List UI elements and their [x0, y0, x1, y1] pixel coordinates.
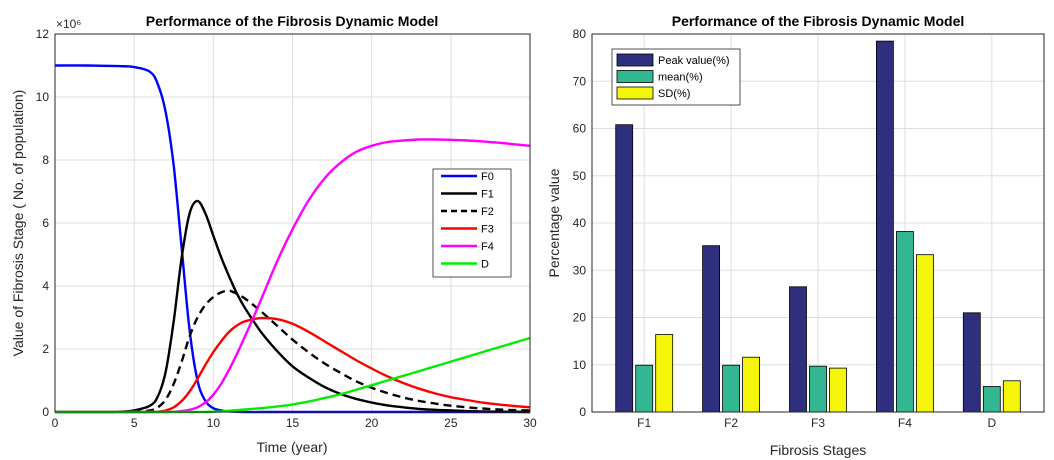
line-chart-y-tick-label: 12: [36, 27, 50, 41]
bar-f4-series-1: [896, 231, 914, 413]
bar-legend-swatch-2: [616, 86, 654, 100]
line-chart-y-tick-label: 10: [36, 90, 50, 104]
bar-legend-swatch-1: [616, 70, 654, 83]
bar-chart-y-tick-label: 50: [573, 169, 587, 183]
bar-chart-y-tick-label: 0: [579, 405, 586, 419]
line-chart-x-label: Time (year): [256, 439, 327, 455]
bar-chart-category-label: F4: [898, 416, 912, 430]
bar-chart-bars: [615, 40, 1021, 413]
bar-d-series-1: [982, 386, 1001, 413]
legend-label-f1: F1: [481, 189, 494, 201]
legend-label-f3: F3: [481, 224, 494, 236]
bar-d-series-2: [1002, 380, 1021, 413]
line-chart-legend-box: [432, 168, 512, 278]
legend-label-f2: F2: [481, 206, 494, 218]
legend-label-f4: F4: [481, 241, 494, 253]
bar-chart-y-tick-label: 80: [573, 27, 587, 41]
line-chart-y-tick-label: 2: [42, 342, 49, 356]
bar-legend-swatch-0: [616, 53, 654, 67]
bar-f2-series-0: [702, 245, 720, 413]
line-chart: 0 5 10 15 20 25 30 0 2 4 6 8 10 12 Performance of the…: [10, 13, 537, 455]
bar-legend-label-1: mean(%): [658, 72, 703, 84]
bar-f3-series-1: [809, 365, 827, 413]
bar-f3-series-2: [829, 367, 847, 413]
line-chart-x-tick-label: 15: [286, 416, 300, 430]
bar-chart-y-label: Percentage value: [546, 168, 562, 277]
bar-chart-ticks: 0 10 20 30 40 50 60 70 80 F1 F2 F3 F4 D: [573, 27, 997, 430]
bar-chart: 0 10 20 30 40 50 60 70 80 F1 F2 F3 F4 D Performance o…: [546, 13, 1045, 458]
line-chart-x-tick-label: 5: [131, 416, 138, 430]
line-chart-ticks: 0 5 10 15 20 25 30 0 2 4 6 8 10 12: [36, 27, 537, 430]
bar-chart-y-tick-label: 30: [573, 263, 587, 277]
line-chart-y-exponent: ×10⁶: [56, 17, 81, 31]
line-chart-x-tick-label: 25: [444, 416, 458, 430]
bar-f4-series-0: [876, 40, 894, 413]
line-chart-y-tick-label: 8: [42, 153, 49, 167]
bar-chart-y-tick-label: 70: [573, 74, 587, 88]
bar-chart-legend: Peak value(%) mean(%) SD(%): [611, 48, 741, 106]
line-chart-legend: F0 F1 F2 F3 F4 D: [432, 168, 512, 278]
bar-f1-series-2: [655, 334, 674, 413]
bar-f3-series-0: [789, 286, 807, 413]
legend-label-f0: F0: [481, 171, 494, 183]
bar-f4-series-2: [916, 254, 934, 413]
bar-f1-series-0: [615, 124, 634, 413]
bar-chart-axes-box: [591, 33, 1045, 413]
line-chart-title: Performance of the Fibrosis Dynamic Mode…: [146, 13, 439, 29]
legend-label-d: D: [481, 259, 489, 271]
line-chart-y-tick-label: 4: [42, 279, 49, 293]
line-chart-x-tick-label: 0: [52, 416, 59, 430]
line-chart-y-label: Value of Fibrosis Stage ( No. of populat…: [10, 90, 26, 357]
bar-chart-category-label: F3: [811, 416, 825, 430]
bar-chart-x-label: Fibrosis Stages: [770, 442, 866, 458]
bar-legend-label-2: SD(%): [658, 88, 690, 100]
bar-f1-series-1: [635, 364, 654, 413]
bar-chart-y-tick-label: 40: [573, 216, 587, 230]
line-chart-x-tick-label: 10: [207, 416, 221, 430]
bar-chart-y-tick-label: 10: [573, 358, 587, 372]
bar-legend-label-0: Peak value(%): [658, 55, 730, 67]
bar-chart-category-label: F2: [724, 416, 738, 430]
line-chart-x-tick-label: 30: [523, 416, 537, 430]
bar-chart-y-tick-label: 20: [573, 311, 587, 325]
bar-chart-y-tick-label: 60: [573, 122, 587, 136]
bar-chart-category-label: D: [988, 416, 997, 430]
series-line-f2: [55, 289, 531, 414]
bar-chart-category-label: F1: [637, 416, 651, 430]
line-chart-x-tick-label: 20: [365, 416, 379, 430]
line-chart-y-tick-label: 6: [42, 216, 49, 230]
bar-f2-series-2: [742, 356, 760, 413]
line-chart-y-tick-label: 0: [42, 405, 49, 419]
bar-f2-series-1: [722, 364, 740, 413]
bar-d-series-0: [962, 312, 981, 413]
series-line-f1: [54, 199, 531, 414]
line-chart-axes-box: [54, 33, 531, 413]
bar-chart-title: Performance of the Fibrosis Dynamic Mode…: [672, 13, 965, 29]
